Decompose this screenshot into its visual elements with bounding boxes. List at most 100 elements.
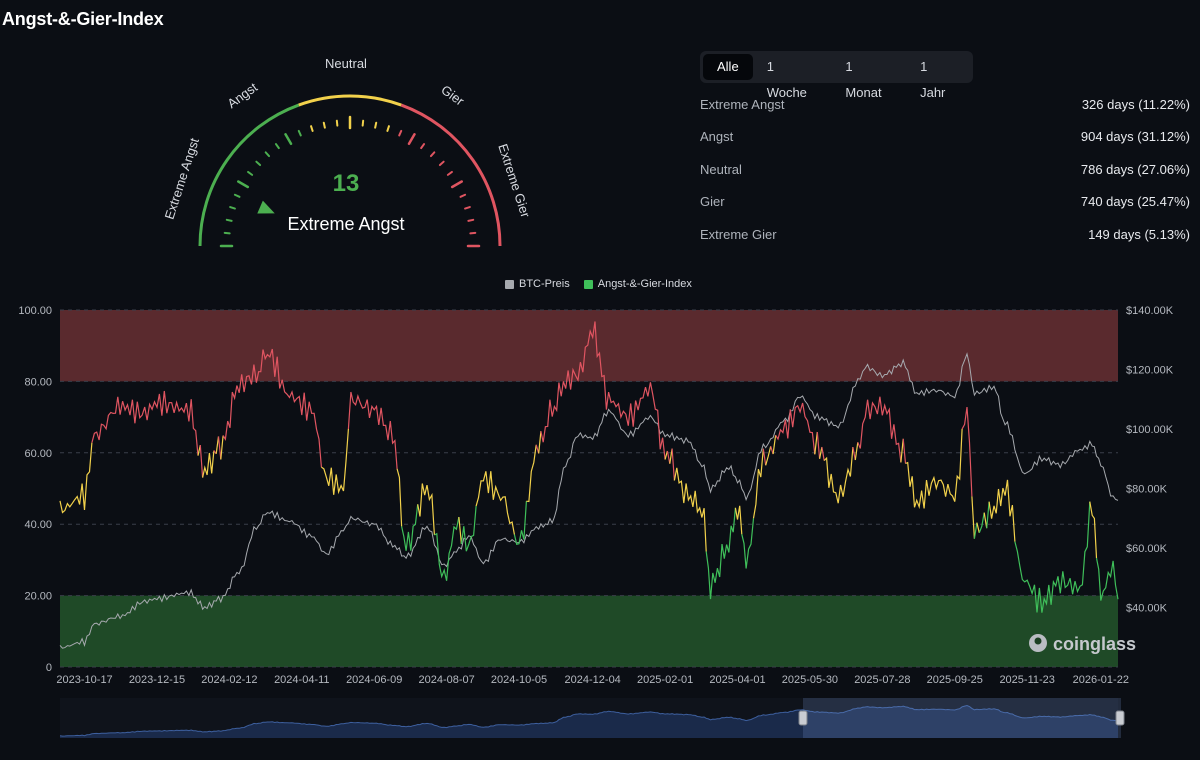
gauge-tick (469, 231, 477, 235)
y-right-tick-label: $80.00K (1126, 484, 1168, 496)
y-left-tick-label: 80.00 (24, 376, 52, 388)
gauge-svg: Extreme Angst Angst Neutral Gier Extreme… (162, 56, 533, 248)
stat-value: 326 days (11.22%) (1081, 97, 1190, 112)
y-right-tick-label: $120.00K (1126, 365, 1174, 377)
fear-greed-line-segment (854, 442, 859, 461)
fear-greed-line-segment (973, 522, 978, 539)
legend-item-btc-price[interactable]: BTC-Preis (505, 278, 570, 290)
x-tick-label: 2024-08-07 (418, 674, 474, 686)
gauge-tick (229, 206, 236, 210)
fear-greed-line-segment (772, 435, 777, 455)
fear-greed-line-segment (816, 431, 821, 459)
legend-item-fear-greed-index[interactable]: Angst-&-Gier-Index (583, 278, 692, 290)
fear-greed-line-segment (217, 436, 222, 460)
gauge-tick (297, 129, 302, 137)
gauge-tick (233, 193, 241, 198)
fear-greed-line-segment (664, 450, 668, 460)
stat-label: Angst (700, 129, 734, 145)
x-tick-label: 2023-10-17 (56, 674, 112, 686)
fear-greed-line-segment (765, 446, 772, 466)
y-right-tick-label: $40.00K (1126, 603, 1168, 615)
fear-greed-line-segment (1089, 501, 1098, 559)
fear-greed-line-segment (540, 321, 666, 460)
fear-greed-line-segment (666, 450, 671, 464)
gauge-tick (225, 218, 233, 222)
watermark-text: coinglass (1053, 634, 1136, 654)
navigator-handle[interactable] (798, 710, 808, 726)
navigator-handle[interactable] (1115, 710, 1125, 726)
navigator-area (60, 705, 1118, 738)
x-tick-label: 2025-09-25 (927, 674, 983, 686)
gauge-tick (284, 133, 293, 146)
tab-1-year[interactable]: 1 Jahr (920, 59, 946, 100)
x-tick-label: 2024-10-05 (491, 674, 547, 686)
stat-value: 904 days (31.12%) (1080, 129, 1190, 145)
fear-greed-line-segment (902, 438, 907, 464)
gauge-tick (247, 170, 254, 176)
fear-greed-line-segment (202, 450, 215, 478)
zone-band-greed (60, 310, 1118, 382)
fear-greed-line-segment (986, 501, 990, 529)
fear-greed-line-segment (222, 348, 322, 468)
x-tick-label: 2026-01-22 (1073, 674, 1129, 686)
y-left-tick-label: 60.00 (24, 448, 52, 460)
fear-greed-line-segment (220, 435, 224, 460)
fear-greed-line-segment (538, 431, 542, 454)
y-left-tick-label: 100.00 (18, 305, 52, 317)
gauge-zone-fear: Angst (224, 79, 260, 111)
gauge-tick (459, 193, 467, 198)
fear-greed-line-segment (978, 512, 985, 534)
gauge-zone-extreme-greed: Extreme Gier (495, 142, 533, 220)
fear-greed-line-segment (199, 445, 204, 478)
x-tick-label: 2023-12-15 (129, 674, 185, 686)
x-tick-label: 2025-11-23 (999, 674, 1054, 686)
fear-greed-line-segment (59, 442, 93, 514)
x-tick-label: 2025-07-28 (854, 674, 910, 686)
fear-greed-line-segment (460, 506, 477, 552)
fear-greed-line-segment (673, 467, 707, 552)
x-tick-label: 2024-04-11 (274, 674, 329, 686)
stat-value: 786 days (27.06%) (1080, 161, 1190, 177)
gauge-zone-neutral: Neutral (325, 56, 367, 71)
gauge-tick (407, 133, 416, 146)
fear-greed-line-segment (671, 448, 675, 481)
x-tick-label: 2024-02-12 (201, 674, 257, 686)
gauge-tick (310, 125, 314, 132)
stat-label: Gier (700, 194, 725, 210)
navigator-line (59, 704, 1119, 737)
stat-row: Extreme Angst 326 days (11.22%) (700, 97, 1190, 129)
gauge-tick (237, 180, 250, 189)
fear-greed-line-segment (321, 428, 349, 495)
tab-1-week[interactable]: 1 Woche (766, 59, 807, 100)
stat-row: Angst 904 days (31.12%) (700, 129, 1190, 161)
fear-greed-line-segment (819, 446, 823, 459)
stat-label: Extreme Gier (700, 226, 777, 242)
fear-greed-line-segment (458, 516, 462, 545)
navigator-selection[interactable] (803, 698, 1121, 738)
fear-greed-gauge: Extreme Angst Angst Neutral Gier Extreme… (150, 50, 550, 250)
fear-greed-line-segment (215, 436, 220, 454)
gauge-tick (274, 143, 280, 150)
gauge-arc-fear (198, 103, 300, 247)
fear-greed-line-segment (988, 479, 1016, 542)
x-tick-label: 2024-06-09 (346, 674, 402, 686)
fear-greed-line-segment (762, 448, 767, 466)
coinglass-watermark: coinglass (1029, 634, 1136, 654)
fear-greed-line-segment (396, 468, 403, 527)
stat-row: Neutral 786 days (27.06%) (700, 162, 1190, 194)
fear-greed-line-segment (475, 471, 515, 535)
tab-1-month[interactable]: 1 Monat (845, 59, 882, 100)
y-left-tick-label: 20.00 (24, 591, 52, 603)
gauge-zone-extreme-fear: Extreme Angst (162, 136, 203, 221)
range-navigator[interactable] (59, 698, 1125, 738)
fear-greed-line-segment (91, 390, 199, 456)
y-left-tick-label: 40.00 (24, 519, 52, 531)
legend-label: BTC-Preis (519, 278, 570, 290)
fear-greed-line-segment (852, 446, 856, 461)
fear-greed-line-segment (814, 431, 818, 455)
stat-row: Gier 740 days (25.47%) (700, 194, 1190, 226)
tab-all[interactable]: Alle (703, 54, 753, 80)
x-tick-label: 2025-04-01 (709, 674, 765, 686)
gauge-arc-greed (400, 103, 502, 247)
stat-label: Neutral (700, 161, 742, 177)
